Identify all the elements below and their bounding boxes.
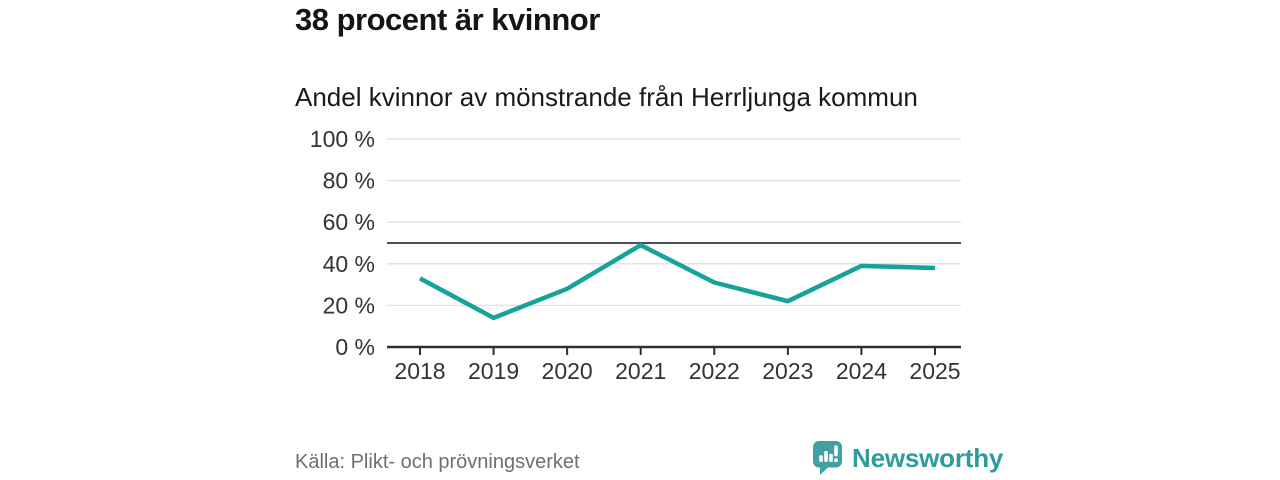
y-tick-label: 20 % <box>323 292 375 318</box>
x-tick-label: 2024 <box>836 358 887 384</box>
x-tick-label: 2019 <box>468 358 519 384</box>
x-tick-label: 2020 <box>542 358 593 384</box>
data-line <box>418 242 936 321</box>
y-tick-label: 40 % <box>323 251 375 277</box>
y-tick-label: 100 % <box>310 126 375 152</box>
chart-title: 38 procent är kvinnor <box>295 2 600 37</box>
y-tick-label: 60 % <box>323 209 375 235</box>
x-tick-label: 2018 <box>394 358 445 384</box>
brand-wordmark: Newsworthy <box>852 442 1004 473</box>
source-note: Källa: Plikt- och prövningsverket <box>295 451 580 473</box>
x-tick-label: 2021 <box>615 358 666 384</box>
line-chart: 0 % 20 % 40 % 60 % 80 % 100 % 2018 2019 2020 2021… <box>310 126 961 384</box>
y-tick-label: 80 % <box>323 168 375 194</box>
chart-subtitle: Andel kvinnor av mönstrande från Herrlju… <box>295 82 918 112</box>
newsworthy-logo: Newsworthy <box>812 440 1003 476</box>
newsworthy-bubble-barchart-icon <box>813 441 842 475</box>
y-tick-label: 0 % <box>335 334 375 360</box>
x-tick-label: 2022 <box>689 358 740 384</box>
x-tick-label: 2025 <box>909 358 960 384</box>
x-tick-label: 2023 <box>762 358 813 384</box>
